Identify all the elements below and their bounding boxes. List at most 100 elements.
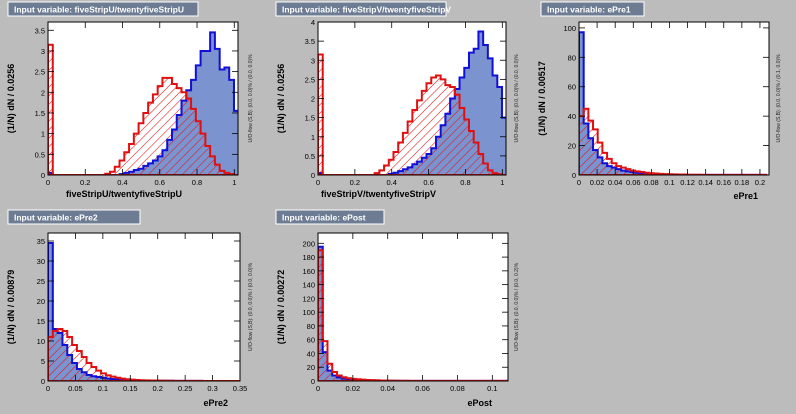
- chart-title-box: Input variable: ePre2: [7, 209, 141, 225]
- signal-histogram-line: [318, 30, 506, 175]
- y-tick-label: 35: [37, 237, 45, 246]
- chart-panel-2: Input variable: fiveStripV/twentyfiveStr…: [275, 1, 520, 199]
- x-tick-label: 0.2: [80, 178, 90, 187]
- x-tick-label: 0.25: [178, 384, 193, 393]
- signal-histogram-line: [48, 31, 238, 175]
- y-tick-label: 80: [307, 322, 315, 331]
- y-axis-label: (1/N) dN / 0.00272: [276, 270, 286, 345]
- y-tick-label: 40: [568, 112, 576, 121]
- title-box-background: [540, 1, 645, 17]
- y-tick-label: 80: [568, 53, 576, 62]
- y-tick-label: 20: [37, 297, 45, 306]
- chart-title-box: Input variable: fiveStripV/twentyfiveStr…: [275, 1, 451, 17]
- y-tick-label: 60: [568, 83, 576, 92]
- x-tick-label: 0.4: [387, 178, 397, 187]
- y-tick-label: 20: [307, 363, 315, 372]
- y-tick-label: 60: [307, 336, 315, 345]
- y-tick-label: 3: [41, 47, 45, 56]
- y-tick-label: 0: [311, 377, 315, 386]
- x-tick-label: 0.1: [664, 178, 674, 187]
- y-tick-label: 1: [41, 130, 45, 139]
- chart-title-box: Input variable: ePost: [275, 209, 385, 225]
- x-tick-label: 0.04: [380, 384, 395, 393]
- title-box-background: [275, 1, 447, 17]
- plot-frame: [47, 232, 241, 382]
- background-histogram-hatch: [48, 44, 238, 175]
- x-tick-label: 0.2: [350, 178, 360, 187]
- y-tick-label: 3.5: [305, 37, 315, 46]
- x-tick-label: 1: [232, 178, 236, 187]
- x-tick-label: 0.4: [117, 178, 127, 187]
- x-tick-label: 0.8: [192, 178, 202, 187]
- y-tick-label: 180: [302, 253, 315, 262]
- plot-frame: [47, 21, 239, 176]
- x-tick-label: 0: [316, 384, 320, 393]
- overflow-note: U/O-flow (S,B): (0.0, 0.0)% / (0.1, 0.0)…: [776, 54, 782, 143]
- x-tick-label: 0: [46, 178, 50, 187]
- background-histogram-line: [48, 43, 238, 175]
- x-tick-label: 0: [316, 178, 320, 187]
- x-axis-label: fiveStripU/twentyfiveStripU: [66, 189, 182, 199]
- x-tick-label: 0.2: [755, 178, 765, 187]
- x-axis-label: fiveStripV/twentyfiveStripV: [321, 189, 436, 199]
- chart-panel-5: Input variable: ePost 0 20 40 60 80 100 120 140 1…: [275, 209, 520, 408]
- title-box-background: [275, 209, 385, 225]
- y-axis-label: (1/N) dN / 0.0256: [6, 64, 16, 134]
- x-tick-label: 0.35: [233, 384, 248, 393]
- x-tick-label: 0.1: [487, 384, 497, 393]
- background-histogram-hatch: [579, 108, 767, 175]
- x-tick-label: 0.6: [155, 178, 165, 187]
- y-tick-label: 4: [311, 18, 315, 27]
- x-tick-label: 0.18: [735, 178, 750, 187]
- overflow-note: U/O-flow (S,B): (0.0, 0.0)% / (0.0, 0.2)…: [514, 262, 520, 351]
- plot-frame: [317, 232, 509, 382]
- y-tick-label: 0: [311, 171, 315, 180]
- y-tick-label: 100: [563, 24, 576, 33]
- y-tick-label: 1: [311, 133, 315, 142]
- x-axis-label: ePre2: [203, 398, 228, 408]
- overflow-note: U/O-flow (S,B): (0.0, 0.0)% / (0.0, 0.0)…: [248, 54, 254, 143]
- y-tick-label: 1.5: [35, 109, 45, 118]
- y-tick-label: 0: [41, 171, 45, 180]
- chart-title: Input variable: ePost: [282, 213, 366, 223]
- title-box-background: [7, 1, 199, 17]
- x-tick-label: 0.8: [460, 178, 470, 187]
- y-tick-label: 3.5: [35, 26, 45, 35]
- plot-frame: [578, 21, 770, 176]
- y-axis-label: (1/N) dN / 0.00879: [6, 270, 16, 345]
- chart-panel-4: Input variable: ePre2 0 5 10 15 20 25 30 35 0 0.05…: [6, 209, 254, 408]
- y-tick-label: 2: [311, 95, 315, 104]
- x-tick-label: 0.2: [152, 384, 162, 393]
- x-axis-label: ePost: [467, 398, 492, 408]
- overflow-note: U/O-flow (S,B): (0.0, 0.0)% / (0.0, 0.0)…: [514, 54, 520, 143]
- x-tick-label: 0: [577, 178, 581, 187]
- x-tick-label: 0: [46, 384, 50, 393]
- histogram-layer: [318, 30, 506, 175]
- background-histogram-line: [318, 53, 506, 175]
- y-tick-label: 30: [37, 257, 45, 266]
- y-tick-label: 0: [572, 171, 576, 180]
- y-tick-label: 0: [41, 377, 45, 386]
- x-tick-label: 0.08: [644, 178, 659, 187]
- y-axis-label: (1/N) dN / 0.00517: [537, 61, 547, 136]
- y-tick-label: 40: [307, 349, 315, 358]
- x-tick-label: 0.02: [346, 384, 361, 393]
- y-tick-label: 2.5: [305, 75, 315, 84]
- x-tick-label: 0.06: [626, 178, 641, 187]
- x-tick-label: 0.15: [123, 384, 138, 393]
- y-axis-label: (1/N) dN / 0.0256: [276, 64, 286, 134]
- y-tick-label: 2.5: [35, 68, 45, 77]
- y-tick-label: 0.5: [35, 150, 45, 159]
- y-tick-label: 5: [41, 357, 45, 366]
- chart-title: Input variable: fiveStripU/twentyfiveStr…: [14, 5, 184, 15]
- title-box-background: [7, 209, 141, 225]
- y-tick-label: 2: [41, 88, 45, 97]
- chart-title: Input variable: fiveStripV/twentyfiveStr…: [282, 5, 451, 15]
- y-tick-label: 120: [302, 294, 315, 303]
- chart-title-box: Input variable: ePre1: [540, 1, 645, 17]
- chart-title-box: Input variable: fiveStripU/twentyfiveStr…: [7, 1, 199, 17]
- overflow-note: U/O-flow (S,B): (0.0, 0.0)% / (0.0, 0.0)…: [248, 262, 254, 351]
- y-tick-label: 160: [302, 267, 315, 276]
